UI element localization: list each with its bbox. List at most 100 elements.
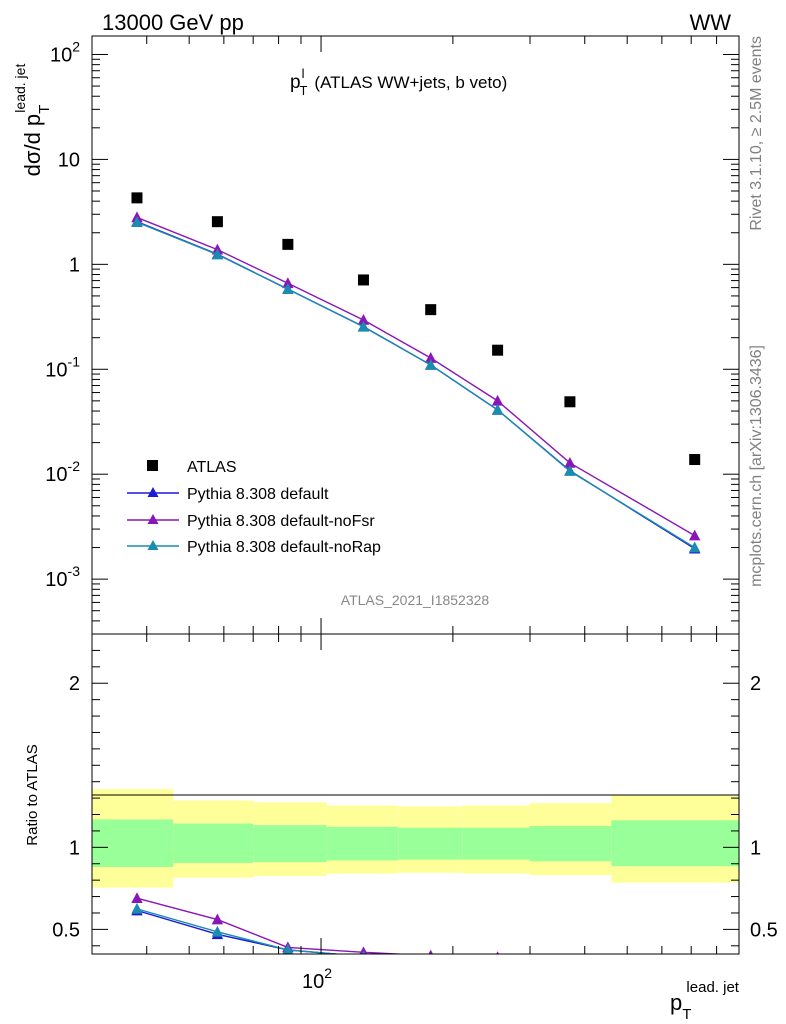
legend-label-default: Pythia 8.308 default	[187, 486, 329, 503]
ratio-series-point	[131, 902, 143, 914]
analysis-id: ATLAS_2021_I1852328	[341, 592, 490, 608]
ratio-series-point	[428, 949, 434, 954]
mc-series-point	[564, 456, 576, 468]
ratio-series-point	[361, 950, 366, 954]
ylabel-sub: T	[36, 105, 53, 114]
title-rest: (ATLAS WW+jets, b veto)	[314, 73, 507, 92]
mc-series-point	[425, 358, 437, 370]
legend-entry-atlas: ATLAS	[147, 459, 237, 476]
mc-series-point	[131, 216, 143, 228]
uncertainty-band-inner	[611, 820, 739, 867]
title-sup: l	[302, 66, 305, 81]
xlabel-sub: T	[682, 1006, 691, 1023]
x-tick-exponent: 2	[324, 965, 332, 981]
main-series	[131, 192, 701, 554]
ratio-series-line	[136, 897, 412, 954]
ratio-series-point	[496, 951, 500, 954]
ratio-ticks	[91, 634, 740, 954]
mc-series-line	[136, 221, 696, 549]
ratio-series	[131, 892, 575, 980]
y-tick-base: 10	[45, 359, 67, 381]
ratio-series-line	[136, 909, 344, 954]
atlas-data-point	[357, 274, 369, 286]
mc-series-point	[211, 248, 224, 260]
ratio-y-tick-label: 2	[69, 673, 80, 695]
ratio-frame	[91, 633, 740, 955]
ratio-series-point	[211, 913, 224, 925]
xlabel-sup: lead. jet	[686, 979, 739, 996]
atlas-data-point	[425, 304, 437, 316]
atlas-data-point	[689, 454, 701, 466]
x-tick-base: 10	[302, 971, 324, 993]
ratio-series-point	[211, 925, 224, 937]
ratio-y-tick-labels: 0.5 0.5 1 1 2 2	[52, 673, 778, 941]
ratio-series-point	[131, 892, 143, 904]
mc-series-point	[282, 277, 294, 289]
y-tick-exponent: -3	[68, 563, 81, 579]
ratio-series-point	[282, 943, 294, 954]
main-y-tick-label: 10	[58, 149, 80, 171]
y-tick-exponent: -1	[68, 353, 81, 369]
ratio-bands	[92, 789, 739, 888]
ratio-series-point	[564, 969, 575, 980]
main-y-tick-label: 10-3	[45, 563, 80, 591]
mcplots-label: mcplots.cern.ch [arXiv:1306.3436]	[748, 345, 765, 587]
legend-label-atlas: ATLAS	[187, 459, 237, 476]
panel-title: pl T (ATLAS WW+jets, b veto)	[290, 66, 507, 98]
ratio-series-line	[136, 908, 344, 954]
main-y-tick-label: 102	[50, 38, 80, 66]
x-axis-label: pTlead. jet	[670, 979, 740, 1023]
main-y-tick-label: 10-1	[45, 353, 80, 381]
legend-marker-norap	[147, 540, 159, 550]
legend: ATLAS Pythia 8.308 default Pythia 8.308 …	[127, 459, 381, 556]
legend-label-norap: Pythia 8.308 default-noRap	[187, 539, 381, 556]
main-ylabel: dσ/d pTlead. jet	[12, 64, 53, 177]
ratio-series-point	[425, 956, 436, 967]
uncertainty-band-inner	[92, 819, 174, 868]
ratio-ylabel: Ratio to ATLAS	[24, 744, 41, 845]
legend-label-nofsr: Pythia 8.308 default-noFsr	[187, 513, 375, 530]
main-y-tick-label: 1	[69, 254, 80, 276]
ylabel-main: dσ/d p	[20, 114, 45, 177]
xlabel-main: p	[670, 990, 682, 1015]
ratio-series-point	[492, 961, 503, 972]
uncertainty-band-inner	[173, 823, 254, 863]
ratio-y-tick-label-right: 1	[750, 837, 761, 859]
ratio-y-tick-label-right: 2	[750, 673, 761, 695]
y-tick-exponent: 2	[72, 38, 80, 54]
mc-series-point	[357, 313, 370, 325]
mc-series-point	[282, 283, 294, 294]
ylabel-sup: lead. jet	[12, 64, 28, 113]
uncertainty-band-inner	[398, 827, 463, 860]
ratio-y-tick-label: 1	[69, 837, 80, 859]
mc-series-point	[491, 394, 504, 406]
ratio-series-point	[425, 956, 436, 967]
mc-series-point	[425, 352, 437, 363]
legend-marker-nofsr	[147, 514, 159, 524]
y-tick-exponent: -2	[68, 458, 81, 474]
legend-entry-default: Pythia 8.308 default	[127, 486, 329, 503]
mc-series-point	[564, 465, 576, 476]
mc-series-line	[136, 216, 696, 537]
y-tick-base: 10	[45, 569, 67, 591]
legend-marker-default	[147, 487, 159, 497]
y-tick-base: 10	[45, 464, 67, 486]
legend-marker-atlas	[147, 460, 158, 471]
header-left: 13000 GeV pp	[102, 10, 244, 35]
y-tick-base: 10	[50, 44, 72, 66]
ratio-series-point	[564, 963, 575, 974]
atlas-data-point	[492, 344, 504, 356]
mc-series-point	[357, 320, 370, 332]
uncertainty-band-inner	[253, 825, 327, 863]
uncertainty-band-inner	[462, 827, 531, 860]
main-ticks	[91, 36, 740, 635]
ratio-series-point	[492, 961, 503, 972]
mc-series-point	[688, 529, 701, 541]
uncertainty-band-inner	[326, 826, 399, 861]
ratio-series-point	[359, 946, 368, 954]
atlas-data-point	[282, 238, 294, 250]
atlas-data-point	[211, 216, 223, 228]
atlas-data-point	[131, 192, 143, 204]
